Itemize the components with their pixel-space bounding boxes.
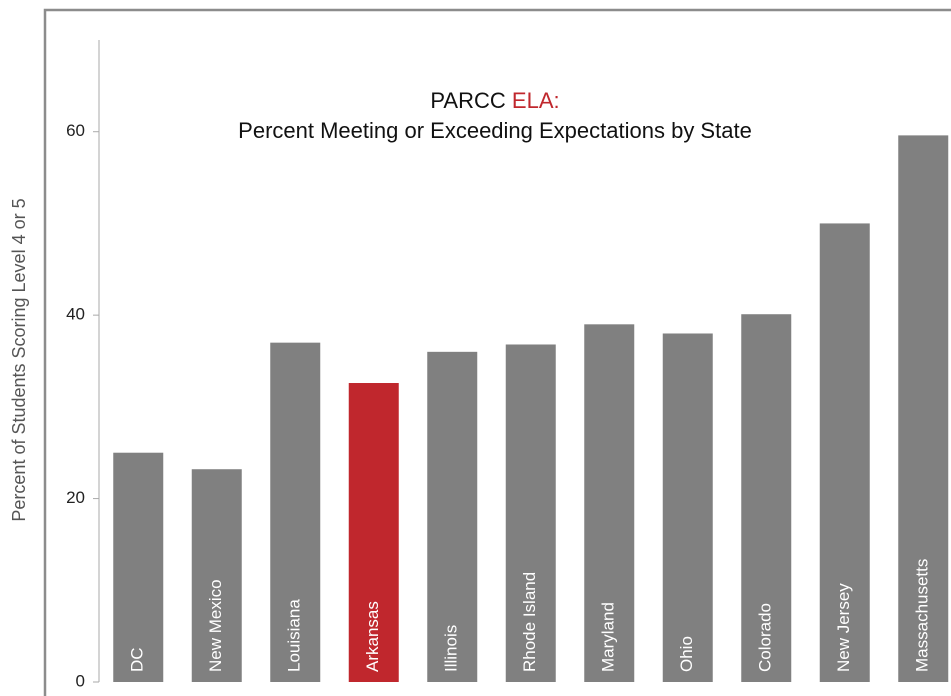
- x-tick-label: Maryland: [599, 602, 618, 672]
- bar: [505, 344, 556, 682]
- y-axis-label: Percent of Students Scoring Level 4 or 5: [9, 198, 29, 521]
- x-tick-label: Arkansas: [363, 601, 382, 672]
- bar: [662, 333, 713, 682]
- bar: [270, 342, 321, 682]
- bar: [427, 351, 478, 682]
- title-prefix: PARCC: [430, 88, 505, 113]
- chart-subtitle: Percent Meeting or Exceeding Expectation…: [238, 118, 752, 143]
- x-tick-label: Illinois: [442, 625, 461, 672]
- x-tick-label: Ohio: [677, 636, 696, 672]
- y-tick-label: 60: [66, 121, 85, 140]
- frame: [43, 8, 951, 696]
- bar: [584, 324, 635, 682]
- x-tick-label: Rhode Island: [520, 572, 539, 672]
- bar: [113, 452, 164, 682]
- bar: [819, 223, 870, 682]
- x-tick-label: DC: [128, 647, 147, 672]
- chart-title: PARCC ELA:: [430, 88, 559, 113]
- x-tick-label: Colorado: [756, 603, 775, 672]
- x-tick-label: New Jersey: [834, 583, 853, 672]
- bar: [898, 135, 949, 682]
- x-tick-label: Massachusetts: [913, 559, 932, 672]
- x-tick-label: New Mexico: [206, 579, 225, 672]
- bar: [191, 469, 242, 682]
- bar: [741, 314, 792, 682]
- y-tick-label: 40: [66, 305, 85, 324]
- y-tick-label: 0: [76, 671, 85, 690]
- x-tick-label: Louisiana: [285, 599, 304, 672]
- bar: [348, 383, 399, 682]
- y-tick-label: 20: [66, 488, 85, 507]
- title-highlight: ELA:: [512, 88, 560, 113]
